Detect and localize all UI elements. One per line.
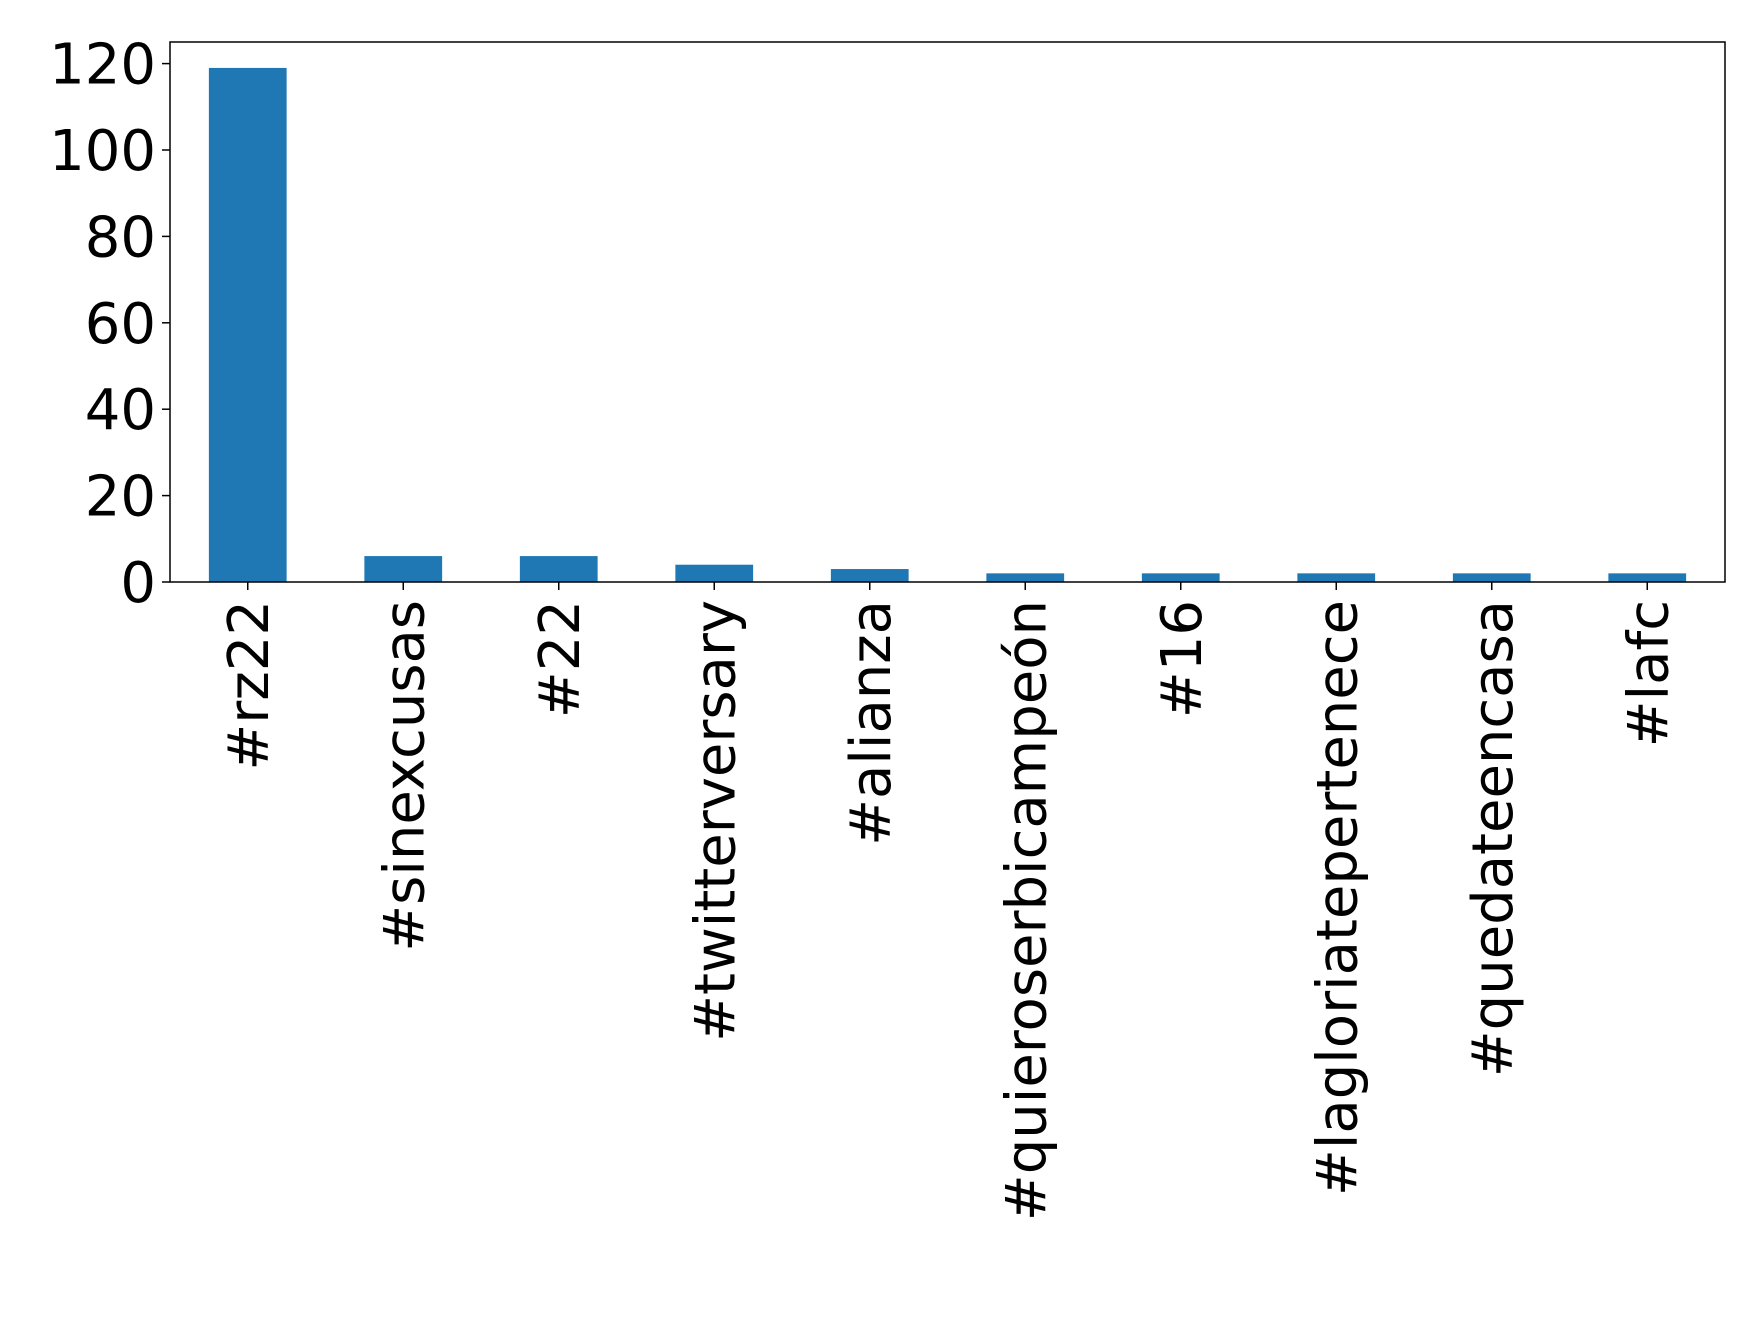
x-tick-label: #twitterversary [683, 600, 748, 1042]
y-tick-label: 120 [49, 33, 156, 98]
y-tick-label: 60 [85, 292, 156, 357]
bar [1297, 573, 1376, 582]
bar [830, 569, 909, 582]
bar [208, 67, 287, 583]
bar [519, 556, 598, 582]
x-tick-label: #alianza [839, 600, 904, 846]
x-tick-label: #lafc [1616, 600, 1681, 747]
x-tick-label: #rz22 [217, 600, 282, 771]
bar [1141, 573, 1220, 582]
y-tick-label: 40 [85, 378, 156, 443]
y-tick-label: 0 [120, 551, 156, 616]
x-tick-label: #quedateencasa [1461, 600, 1526, 1077]
bars-layer [208, 67, 1687, 583]
y-tick-label: 100 [49, 119, 156, 184]
x-axis: #rz22 #sinexcusas #22 #twitterversary #alian… [217, 582, 1681, 1221]
x-tick-label: #sinexcusas [372, 600, 437, 952]
bar [675, 564, 754, 582]
x-tick-label: #16 [1150, 600, 1215, 718]
y-axis: 0 20 40 60 80 100 120 [49, 33, 170, 616]
x-tick-label: #lagloriatepertenece [1305, 600, 1370, 1196]
x-tick-label: #22 [528, 600, 593, 718]
y-tick-label: 80 [85, 205, 156, 270]
bar [364, 556, 443, 582]
y-tick-label: 20 [85, 465, 156, 530]
bar [986, 573, 1065, 582]
bar [1452, 573, 1531, 582]
x-tick-label: #quieroserbicampeón [994, 600, 1059, 1221]
plot-frame [169, 41, 1726, 583]
bar [1608, 573, 1687, 582]
